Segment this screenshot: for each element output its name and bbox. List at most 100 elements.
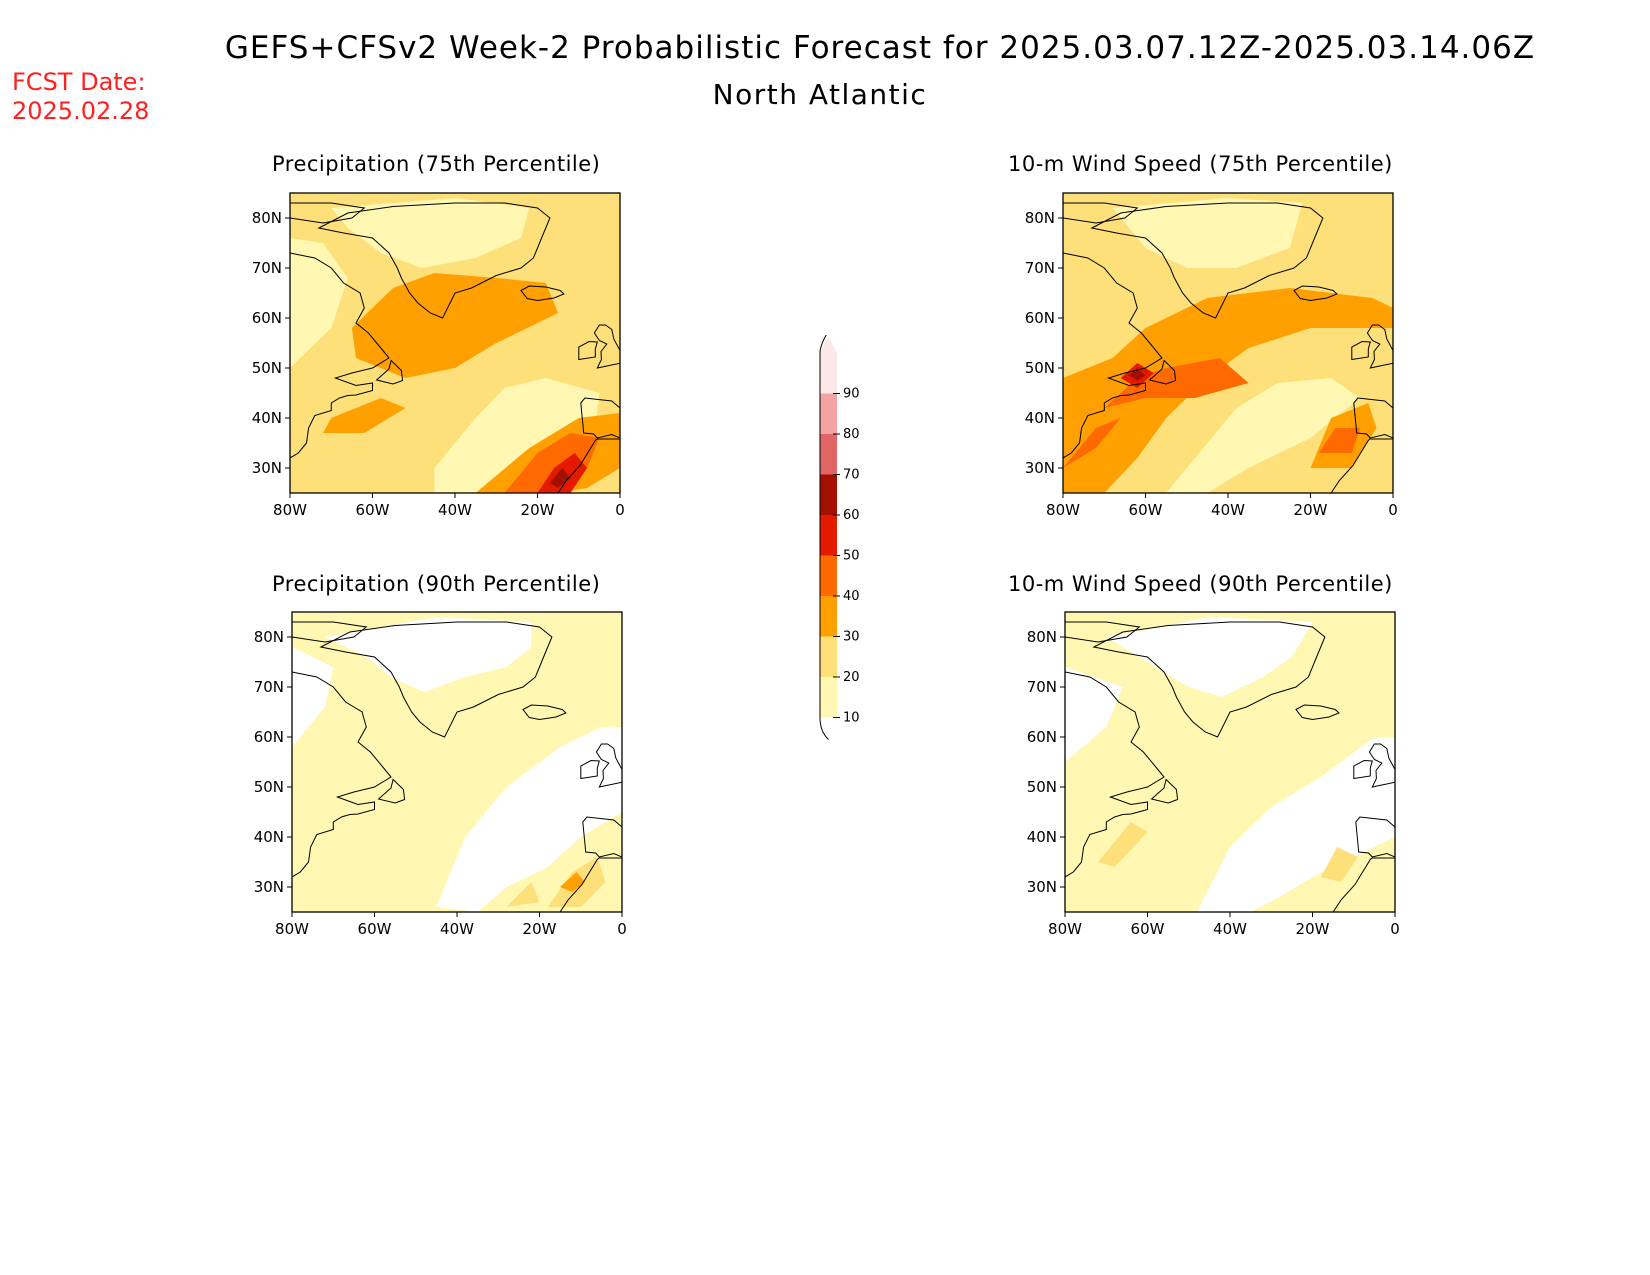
coastlines — [1065, 621, 1395, 912]
coastline — [1366, 324, 1393, 369]
colorbar-segment — [820, 393, 837, 434]
colorbar-label: 10 — [843, 711, 860, 726]
lon-tick-label: 0 — [615, 501, 625, 519]
lon-tick-label: 80W — [275, 920, 309, 938]
lat-tick-label: 80N — [1025, 209, 1055, 227]
prob-region-white — [436, 727, 622, 912]
lon-tick-label: 60W — [1131, 920, 1165, 938]
prob-region-c40 — [1063, 418, 1121, 468]
lon-tick-label: 40W — [438, 501, 472, 519]
coastline — [1332, 857, 1395, 912]
map-wind90: 80N 70N 60N 50N 40N 30N 80W 60W 40W 20W 0 — [1027, 611, 1400, 938]
coastline — [1368, 743, 1395, 788]
prob-region-c30 — [351, 273, 559, 378]
lon-tick-label: 60W — [356, 501, 390, 519]
map-precip75: 80N 70N 60N 50N 40N 30N 80W 60W 40W 20W 0 — [252, 192, 625, 519]
prob-region-white — [292, 647, 334, 747]
coastline — [520, 285, 565, 302]
colorbar-label: 80 — [843, 427, 860, 442]
main-title: GEFS+CFSv2 Week-2 Probabilistic Forecast… — [224, 30, 1536, 66]
coastline — [578, 340, 598, 361]
lon-tick-label: 60W — [358, 920, 392, 938]
lat-tick-label: 40N — [254, 828, 284, 846]
lon-tick-label: 40W — [1213, 920, 1247, 938]
prob-region-c60 — [549, 468, 571, 488]
coastline — [595, 743, 622, 788]
coastline — [290, 252, 390, 459]
lat-tick-label: 30N — [252, 459, 282, 477]
lon-tick-label: 60W — [1129, 501, 1163, 519]
prob-region-c60 — [1129, 368, 1146, 381]
prob-region-c40 — [1318, 428, 1360, 453]
coastlines — [292, 621, 622, 912]
colorbar-segment — [820, 515, 837, 556]
coastline — [1148, 359, 1177, 385]
lon-tick-label: 0 — [1388, 501, 1398, 519]
lon-tick-label: 40W — [440, 920, 474, 938]
coastline — [580, 397, 620, 439]
lat-tick-label: 50N — [252, 359, 282, 377]
colorbar-label: 40 — [843, 589, 860, 604]
prob-region-white — [325, 617, 532, 692]
coastline — [1353, 397, 1393, 439]
colorbar-segment — [820, 677, 837, 718]
lat-tick-label: 50N — [1025, 359, 1055, 377]
coastline — [559, 857, 622, 912]
coastline — [1065, 621, 1141, 643]
panel-title-wind90: 10-m Wind Speed (90th Percentile) — [1008, 572, 1393, 596]
lat-tick-label: 70N — [252, 259, 282, 277]
probability-field — [1065, 612, 1395, 912]
coastline — [522, 704, 567, 721]
prob-region-c20 — [506, 882, 540, 907]
prob-region-white — [1065, 667, 1123, 762]
colorbar-segment — [820, 434, 837, 475]
coastline — [593, 324, 620, 369]
lat-tick-label: 40N — [252, 409, 282, 427]
coastline — [1293, 285, 1338, 302]
colorbar-label: 20 — [843, 670, 860, 685]
coastline — [1090, 202, 1324, 319]
lat-tick-label: 30N — [254, 878, 284, 896]
lat-tick-label: 60N — [1027, 728, 1057, 746]
lon-tick-label: 40W — [1211, 501, 1245, 519]
prob-region-c30 — [560, 872, 585, 892]
prob-region-c20 — [1098, 822, 1148, 867]
lon-tick-label: 0 — [617, 920, 627, 938]
colorbar-outline — [819, 335, 829, 740]
map-precip90: 80N 70N 60N 50N 40N 30N 80W 60W 40W 20W 0 — [254, 611, 627, 938]
coastline — [1351, 340, 1371, 361]
fcst-date-label: FCST Date: — [12, 68, 146, 96]
lat-tick-label: 60N — [254, 728, 284, 746]
panel-title-precip90: Precipitation (90th Percentile) — [272, 572, 601, 596]
probability-field — [1063, 193, 1393, 493]
lat-tick-label: 50N — [1027, 778, 1057, 796]
colorbar-segment — [820, 596, 837, 637]
colorbar-label: 90 — [843, 387, 860, 402]
colorbar-segment — [820, 555, 837, 596]
coastline — [582, 816, 622, 858]
lat-tick-label: 80N — [1027, 628, 1057, 646]
prob-region-c30 — [1063, 288, 1393, 493]
prob-region-c40 — [1104, 358, 1249, 408]
coastline — [557, 438, 620, 493]
coastline — [292, 671, 392, 878]
lon-tick-label: 20W — [1294, 501, 1328, 519]
coastlines — [1063, 202, 1393, 493]
lat-tick-label: 70N — [1025, 259, 1055, 277]
coastline — [1355, 816, 1395, 858]
lon-tick-label: 80W — [1046, 501, 1080, 519]
colorbar-segment — [820, 353, 837, 394]
lat-tick-label: 40N — [1025, 409, 1055, 427]
coastline — [290, 202, 366, 224]
colorbar-legend: 90 80 70 60 50 40 30 20 10 — [819, 335, 860, 740]
lat-tick-label: 30N — [1025, 459, 1055, 477]
lat-tick-label: 80N — [254, 628, 284, 646]
coastline — [1063, 252, 1163, 459]
coastline — [375, 359, 404, 385]
coastline — [1092, 621, 1326, 738]
coastline — [1353, 759, 1373, 780]
coastline — [317, 202, 551, 319]
panel-title-wind75: 10-m Wind Speed (75th Percentile) — [1008, 152, 1393, 176]
probability-field — [290, 193, 620, 493]
prob-region-c20 — [1320, 847, 1358, 882]
